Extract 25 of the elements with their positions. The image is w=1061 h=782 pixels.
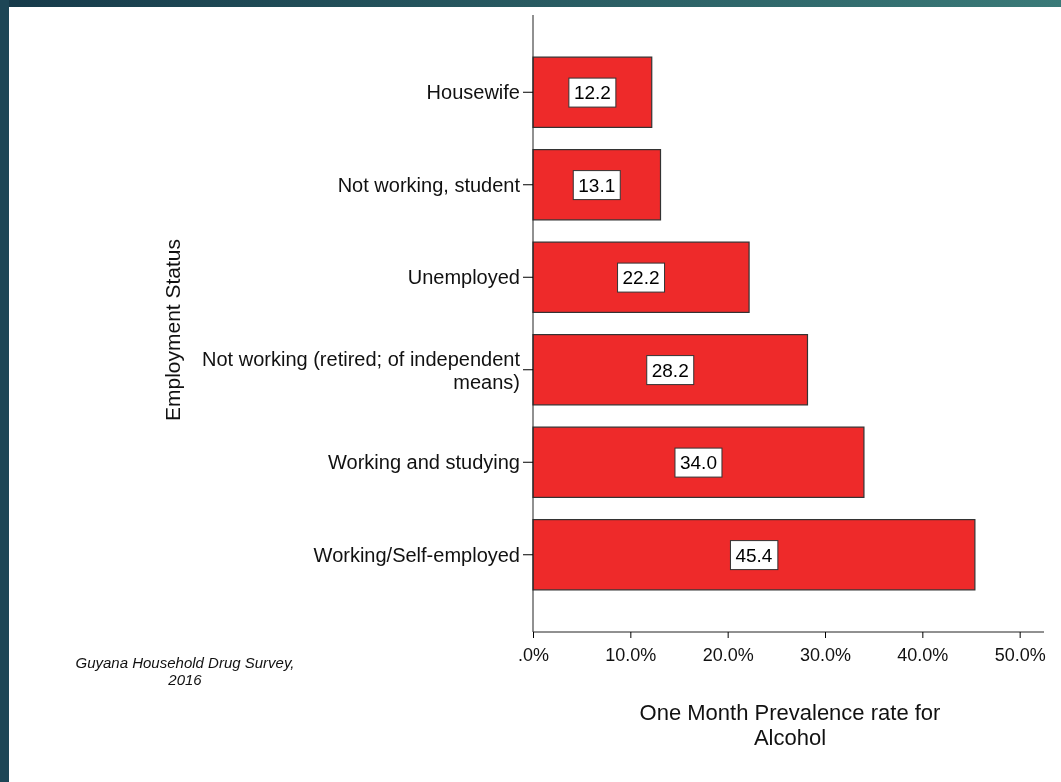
x-tick-label: 40.0% — [897, 644, 949, 665]
bar — [532, 241, 750, 313]
text: Guyana Household Drug Survey, 2016 — [75, 654, 295, 689]
x-tick-label: .0% — [517, 644, 550, 665]
data-label: 45.4 — [735, 544, 773, 566]
y-tick-label: Not working, student — [337, 173, 521, 196]
y-axis-title: Employment Status — [161, 238, 185, 422]
y-tick-label: Not working (retired; of independent means) — [202, 347, 521, 393]
x-tick-label: 30.0% — [799, 644, 852, 665]
data-label: 22.2 — [622, 267, 660, 289]
y-tick-label: Working/Self-employed — [313, 543, 520, 566]
y-tick-label: Housewife — [426, 81, 520, 104]
x-tick-label: 10.0% — [605, 644, 657, 665]
data-label: 34.0 — [679, 452, 717, 474]
data-label: 12.2 — [573, 82, 611, 104]
bar — [532, 426, 865, 498]
bar — [532, 519, 976, 591]
x-tick-label: 50.0% — [994, 644, 1046, 665]
x-tick-label: 20.0% — [702, 644, 754, 665]
y-tick-label: Unemployed — [407, 266, 520, 289]
data-label: 28.2 — [651, 359, 689, 381]
y-tick-label: Working and studying — [328, 451, 520, 474]
bar — [532, 334, 809, 406]
x-axis-title: One Month Prevalence rate for Alcohol — [639, 700, 941, 751]
data-label: 13.1 — [578, 174, 616, 196]
